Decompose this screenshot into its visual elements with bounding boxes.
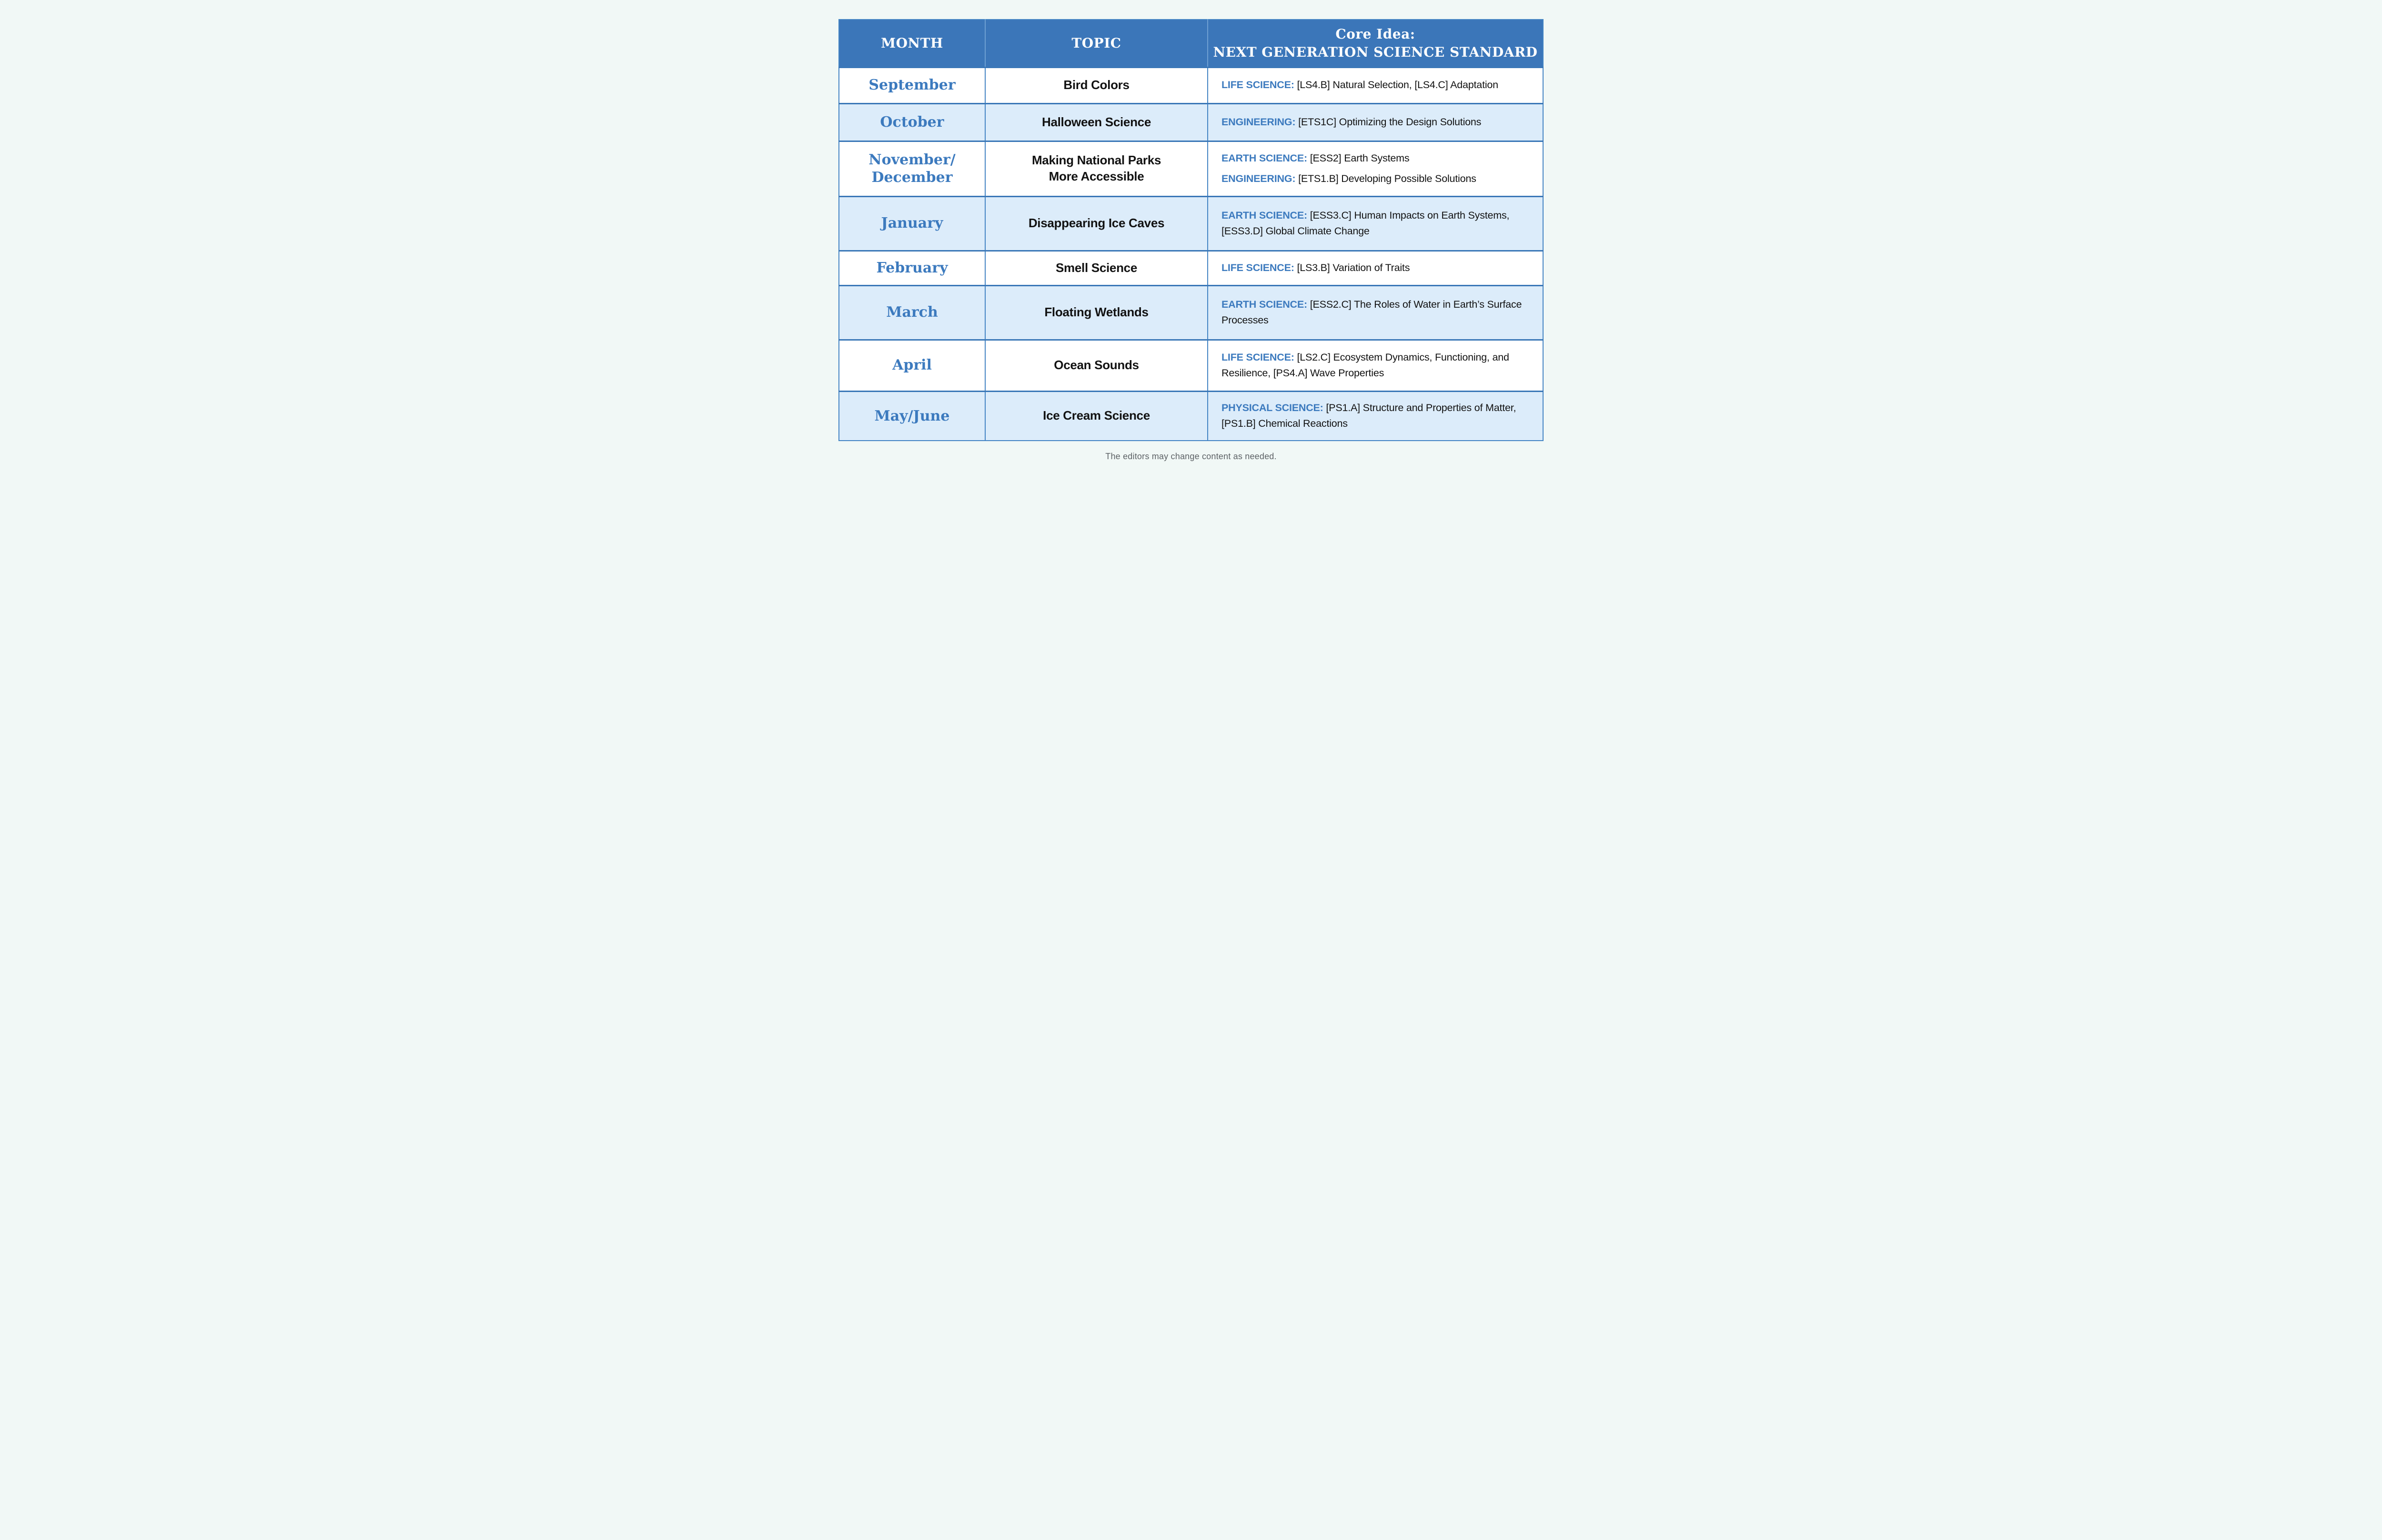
- month-cell: February: [839, 251, 986, 285]
- month-cell: May/June: [839, 391, 986, 441]
- topic-cell: Ocean Sounds: [985, 340, 1208, 391]
- table-row: October Halloween Science ENGINEERING: […: [839, 103, 1543, 141]
- topic-cell: Ice Cream Science: [985, 391, 1208, 441]
- topic-cell: Smell Science: [985, 251, 1208, 285]
- standards-cell: LIFE SCIENCE: [LS2.C] Ecosystem Dynamics…: [1208, 340, 1543, 391]
- standard-category-label: PHYSICAL SCIENCE:: [1221, 402, 1326, 413]
- standard-category-label: EARTH SCIENCE:: [1221, 209, 1310, 221]
- standards-cell: EARTH SCIENCE: [ESS3.C] Human Impacts on…: [1208, 196, 1543, 251]
- standard-category-label: LIFE SCIENCE:: [1221, 79, 1297, 91]
- header-core-idea-line1: Core Idea:: [1335, 26, 1415, 42]
- standard-category-label: LIFE SCIENCE:: [1221, 351, 1297, 363]
- standards-cell: PHYSICAL SCIENCE: [PS1.A] Structure and …: [1208, 391, 1543, 441]
- standard-text: [LS4.B] Natural Selection, [LS4.C] Adapt…: [1297, 79, 1498, 91]
- month-cell: October: [839, 103, 986, 141]
- standard-entry: PHYSICAL SCIENCE: [PS1.A] Structure and …: [1221, 400, 1531, 432]
- standard-entry: EARTH SCIENCE: [ESS2] Earth Systems: [1221, 151, 1531, 166]
- topic-cell: Bird Colors: [985, 67, 1208, 103]
- table-row: September Bird Colors LIFE SCIENCE: [LS4…: [839, 67, 1543, 103]
- standards-cell: LIFE SCIENCE: [LS4.B] Natural Selection,…: [1208, 67, 1543, 103]
- standard-entry: EARTH SCIENCE: [ESS2.C] The Roles of Wat…: [1221, 297, 1531, 329]
- topic-cell: Floating Wetlands: [985, 285, 1208, 340]
- month-cell: November/ December: [839, 141, 986, 196]
- standard-entry: LIFE SCIENCE: [LS4.B] Natural Selection,…: [1221, 77, 1531, 93]
- month-cell: September: [839, 67, 986, 103]
- standard-category-label: ENGINEERING:: [1221, 173, 1299, 184]
- standard-category-label: LIFE SCIENCE:: [1221, 262, 1297, 273]
- table-row: February Smell Science LIFE SCIENCE: [LS…: [839, 251, 1543, 285]
- standard-text: [LS3.B] Variation of Traits: [1297, 262, 1410, 273]
- month-cell: March: [839, 285, 986, 340]
- page: MONTH TOPIC Core Idea: NEXT GENERATION S…: [818, 0, 1564, 476]
- table-body: September Bird Colors LIFE SCIENCE: [LS4…: [839, 67, 1543, 441]
- topic-cell: Making National Parks More Accessible: [985, 141, 1208, 196]
- header-month: MONTH: [839, 20, 986, 67]
- topic-cell: Halloween Science: [985, 103, 1208, 141]
- standard-text: [ESS2.C] The Roles of Water in Earth’s S…: [1221, 298, 1522, 326]
- month-cell: April: [839, 340, 986, 391]
- standards-cell: EARTH SCIENCE: [ESS2.C] The Roles of Wat…: [1208, 285, 1543, 340]
- standard-entry: ENGINEERING: [ETS1.B] Developing Possibl…: [1221, 171, 1531, 187]
- table-row: April Ocean Sounds LIFE SCIENCE: [LS2.C]…: [839, 340, 1543, 391]
- standard-text: [ETS1C] Optimizing the Design Solutions: [1298, 116, 1482, 128]
- standard-entry: LIFE SCIENCE: [LS3.B] Variation of Trait…: [1221, 260, 1531, 276]
- standard-text: [ETS1.B] Developing Possible Solutions: [1298, 173, 1476, 184]
- standard-entry: EARTH SCIENCE: [ESS3.C] Human Impacts on…: [1221, 208, 1531, 240]
- table-row: March Floating Wetlands EARTH SCIENCE: […: [839, 285, 1543, 340]
- standard-text: [PS1.A] Structure and Properties of Matt…: [1221, 402, 1516, 430]
- table-row: January Disappearing Ice Caves EARTH SCI…: [839, 196, 1543, 251]
- standard-text: [ESS2] Earth Systems: [1310, 152, 1410, 164]
- standard-entry: LIFE SCIENCE: [LS2.C] Ecosystem Dynamics…: [1221, 350, 1531, 382]
- footer-note: The editors may change content as needed…: [1105, 452, 1277, 461]
- header-core-idea: Core Idea: NEXT GENERATION SCIENCE STAND…: [1208, 20, 1543, 67]
- month-cell: January: [839, 196, 986, 251]
- header-topic: TOPIC: [985, 20, 1208, 67]
- standard-category-label: ENGINEERING:: [1221, 116, 1299, 128]
- standards-cell: ENGINEERING: [ETS1C] Optimizing the Desi…: [1208, 103, 1543, 141]
- header-core-idea-line2: NEXT GENERATION SCIENCE STANDARD: [1213, 44, 1538, 60]
- topic-cell: Disappearing Ice Caves: [985, 196, 1208, 251]
- header-row: MONTH TOPIC Core Idea: NEXT GENERATION S…: [839, 20, 1543, 67]
- table-row: May/June Ice Cream Science PHYSICAL SCIE…: [839, 391, 1543, 441]
- standard-text: [LS2.C] Ecosystem Dynamics, Functioning,…: [1221, 351, 1509, 379]
- editorial-calendar-table: MONTH TOPIC Core Idea: NEXT GENERATION S…: [838, 19, 1544, 441]
- standards-cell: LIFE SCIENCE: [LS3.B] Variation of Trait…: [1208, 251, 1543, 285]
- standards-cell: EARTH SCIENCE: [ESS2] Earth Systems ENGIN…: [1208, 141, 1543, 196]
- standard-category-label: EARTH SCIENCE:: [1221, 152, 1310, 164]
- standard-text: [ESS3.C] Human Impacts on Earth Systems,…: [1221, 209, 1510, 237]
- table-row: November/ December Making National Parks…: [839, 141, 1543, 196]
- standard-category-label: EARTH SCIENCE:: [1221, 298, 1310, 310]
- standard-entry: ENGINEERING: [ETS1C] Optimizing the Desi…: [1221, 114, 1531, 130]
